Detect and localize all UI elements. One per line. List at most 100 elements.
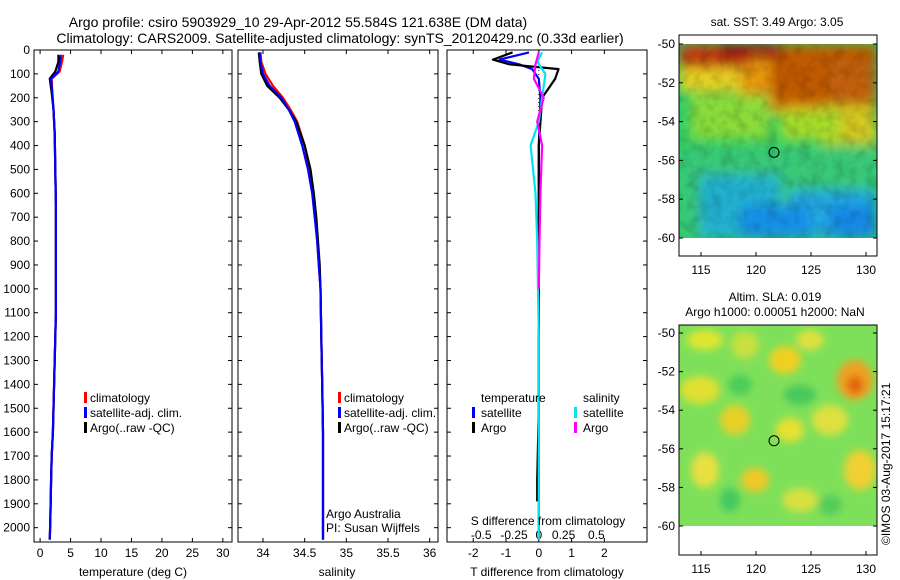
salinity-legend: climatology satellite-adj. clim. Argo(..… — [338, 391, 436, 435]
lon-tick-label: 125 — [801, 263, 821, 277]
lat-tick-label: -52 — [658, 365, 676, 379]
temperature-panel: 0100200300400500600700800900100011001200… — [3, 43, 233, 579]
salinity-axes-box — [237, 49, 439, 543]
sst-map-panel: sat. SST: 3.49 Argo: 3.05 — [658, 15, 878, 277]
salinity-xlabel: salinity — [319, 565, 356, 579]
sla-heatmap — [679, 325, 877, 526]
argo-location-marker — [768, 435, 780, 447]
depth-tick-label: 1900 — [3, 497, 30, 511]
temperature-axes-box — [33, 49, 233, 543]
series-line-satellite — [48, 54, 62, 540]
legend-swatch-temp-argo — [472, 422, 475, 433]
s-diff-tick-label: -0.25 — [500, 528, 528, 542]
t-difference-xlabel: T difference from climatology — [470, 565, 624, 579]
argo-location-marker — [768, 146, 780, 158]
legend-label-satellite: satellite-adj. clim. — [90, 406, 182, 420]
sla-axes-box — [678, 324, 878, 556]
x-tick-label: 5 — [67, 546, 74, 560]
sla-map-title: Altim. SLA: 0.019 — [729, 290, 822, 304]
lon-tick-label: 130 — [856, 263, 876, 277]
x-tick-label: 15 — [125, 546, 139, 560]
legend-label-climatology: climatology — [90, 391, 150, 405]
temperature-axis-ticks: 0 5 10 15 20 25 30 — [37, 50, 230, 560]
legend-swatch-sal-satellite — [574, 407, 577, 418]
depth-tick-label: 600 — [10, 186, 30, 200]
lat-tick-label: -60 — [658, 519, 676, 533]
x-tick-label: -2 — [468, 546, 479, 560]
depth-tick-label: 400 — [10, 139, 30, 153]
depth-tick-label: 1300 — [3, 353, 30, 367]
lat-tick-label: -54 — [658, 115, 676, 129]
lon-tick-label: 120 — [746, 562, 766, 576]
x-tick-label: 2 — [601, 546, 608, 560]
depth-tick-label: 1000 — [3, 282, 30, 296]
s-difference-label: S difference from climatology — [471, 514, 626, 528]
legend-swatch-argo — [338, 422, 341, 433]
lon-tick-label: 115 — [691, 263, 710, 277]
figure-title-line1: Argo profile: csiro 5903929_10 29-Apr-20… — [69, 14, 527, 30]
x-tick-label: 0 — [535, 546, 542, 560]
x-tick-label: 35.5 — [376, 546, 400, 560]
lat-tick-label: -58 — [658, 480, 676, 494]
difference-panel: -2 -1 0 1 2-0.5 -0.25 0 0.25 0.5 S difference fr… — [446, 49, 648, 579]
difference-legend: temperature salinity satellite Argo sate… — [472, 391, 624, 435]
legend-label-sal-argo: Argo — [583, 421, 609, 435]
series-line-salinity-argo — [532, 52, 545, 289]
depth-axis-ticks: 0 100 200 300 400 500 600 700 800 900 1000 1100 1200… — [3, 43, 232, 535]
lat-tick-label: -58 — [658, 192, 676, 206]
salinity-depth-ticks — [238, 49, 438, 529]
depth-tick-label: 300 — [10, 115, 30, 129]
legend-swatch-climatology — [84, 392, 87, 403]
x-tick-label: 1 — [568, 546, 575, 560]
depth-tick-label: 1500 — [3, 401, 30, 415]
depth-tick-label: 700 — [10, 210, 30, 224]
lat-tick-label: -52 — [658, 76, 676, 90]
sla-missing-band — [679, 526, 877, 555]
x-tick-label: 35 — [340, 546, 354, 560]
lat-tick-label: -60 — [658, 231, 676, 245]
lon-tick-label: 120 — [746, 263, 766, 277]
depth-tick-label: 800 — [10, 234, 30, 248]
difference-axes-box — [446, 49, 648, 543]
x-tick-label: 10 — [94, 546, 108, 560]
sst-map-ticks: -50 -52 -54 -56 -58 -60 115 120 125 130 — [658, 37, 877, 277]
lat-tick-label: -54 — [658, 403, 676, 417]
annotation-pi: PI: Susan Wijffels — [326, 521, 420, 535]
temperature-xlabel: temperature (deg C) — [79, 565, 187, 579]
legend-swatch-satellite — [84, 407, 87, 418]
legend-swatch-climatology — [338, 392, 341, 403]
depth-tick-label: 1800 — [3, 473, 30, 487]
sla-map-subtitle: Argo h1000: 0.00051 h2000: NaN — [685, 305, 864, 319]
depth-tick-label: 500 — [10, 162, 30, 176]
annotation-argo-australia: Argo Australia — [326, 507, 401, 521]
x-tick-label: 30 — [216, 546, 230, 560]
sla-map-ticks: -50 -52 -54 -56 -58 -60 115 120 125 130 — [658, 326, 877, 576]
temperature-legend: climatology satellite-adj. clim. Argo(..… — [84, 391, 182, 435]
legend-label-satellite: satellite-adj. clim. — [344, 406, 436, 420]
s-diff-tick-label: 0.5 — [588, 528, 605, 542]
depth-tick-label: 1200 — [3, 330, 30, 344]
x-tick-label: 25 — [186, 546, 200, 560]
depth-tick-label: 100 — [10, 67, 30, 81]
depth-tick-label: 1700 — [3, 449, 30, 463]
sst-map-title: sat. SST: 3.49 Argo: 3.05 — [711, 15, 844, 29]
sst-axes-box — [678, 34, 878, 257]
legend-label-climatology: climatology — [344, 391, 404, 405]
legend-swatch-satellite — [338, 407, 341, 418]
s-diff-tick-label: 0.25 — [552, 528, 576, 542]
legend-title-salinity: salinity — [583, 391, 620, 405]
depth-tick-label: 200 — [10, 91, 30, 105]
x-tick-label: 36 — [423, 546, 437, 560]
lon-tick-label: 115 — [691, 562, 710, 576]
legend-label-sal-satellite: satellite — [583, 406, 624, 420]
legend-label-argo: Argo(..raw -QC) — [344, 421, 429, 435]
lat-tick-label: -50 — [658, 37, 676, 51]
figure-title-line2: Climatology: CARS2009. Satellite-adjuste… — [56, 30, 623, 46]
lat-tick-label: -56 — [658, 153, 676, 167]
series-line-satellite — [258, 52, 325, 540]
depth-tick-label: 2000 — [3, 521, 30, 535]
sst-missing-band — [679, 238, 877, 256]
lon-tick-label: 130 — [856, 562, 876, 576]
depth-tick-label: 900 — [10, 258, 30, 272]
